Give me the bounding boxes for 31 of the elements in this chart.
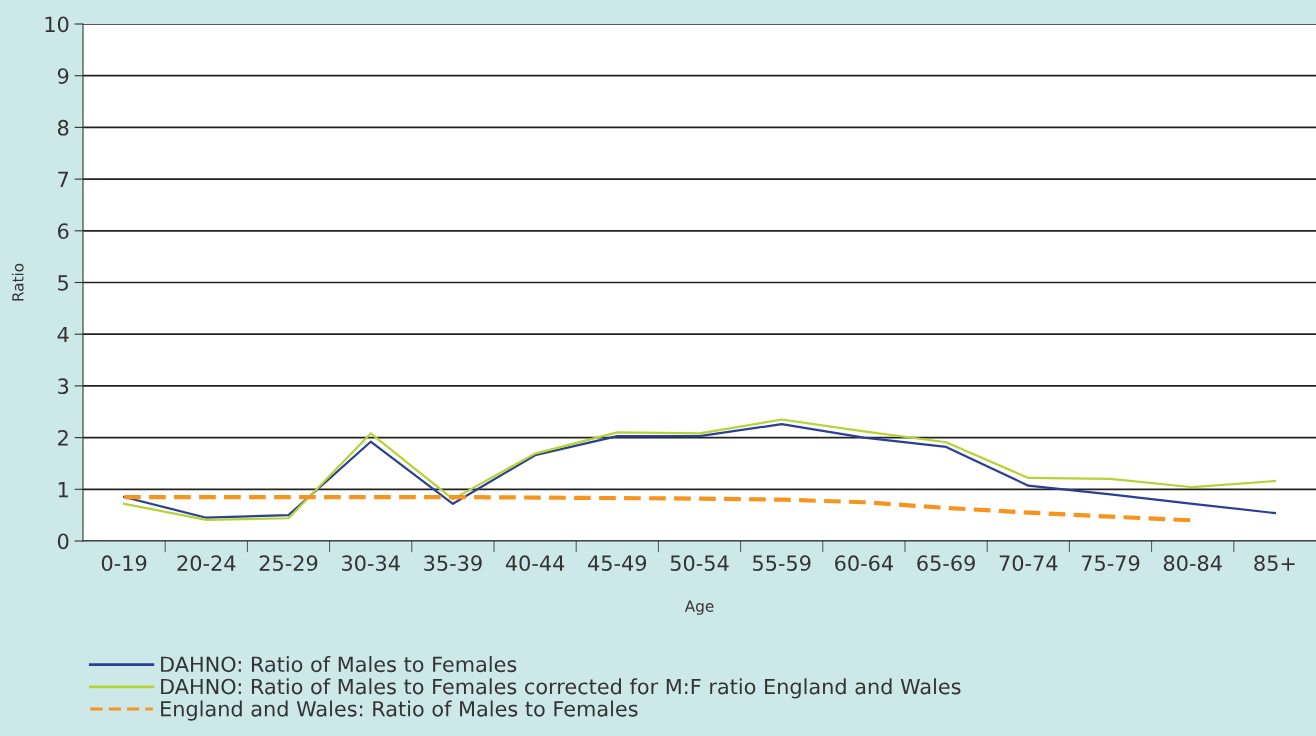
x-tick-label: 25-29 (259, 555, 318, 572)
y-tick-label: 2 (58, 430, 68, 446)
y-tick-label: 0 (57, 533, 69, 550)
y-tick-label: 7 (58, 171, 69, 188)
x-tick-label: 65-69 (917, 555, 975, 572)
x-tick-label: 20-24 (177, 555, 236, 572)
y-axis-title: Ratio (11, 263, 24, 301)
y-tick-label: 4 (57, 326, 69, 343)
x-tick-label: 0-19 (101, 555, 147, 572)
y-tick-label: 8 (57, 119, 69, 136)
legend-label: DAHNO: Ratio of Males to Females corrected for M:F ratio England and Wales (161, 678, 961, 699)
x-tick-label: 70-74 (999, 555, 1058, 572)
x-tick-label: 60-64 (835, 555, 893, 572)
y-tick-label: 6 (58, 223, 69, 240)
y-tick-label: 1 (58, 482, 68, 498)
legend-label: DAHNO: Ratio of Males to Females (161, 656, 517, 673)
legend-label: England and Wales: Ratio of Males to Females (161, 700, 638, 721)
x-tick-label: 45-49 (588, 555, 647, 572)
x-tick-label: 35-39 (424, 555, 482, 572)
y-tick-label: 9 (57, 68, 69, 84)
x-tick-label: 55-59 (753, 555, 811, 572)
x-tick-label: 30-34 (342, 555, 400, 572)
y-tick-label: 5 (58, 275, 68, 291)
y-tick-label: 10 (45, 16, 69, 33)
x-tick-label: 85+ (1254, 555, 1295, 572)
x-tick-label: 40-44 (505, 555, 565, 572)
x-axis-title: Age (684, 600, 714, 615)
y-tick-label: 3 (58, 378, 69, 395)
x-tick-label: 50-54 (670, 555, 729, 572)
x-tick-label: 75-79 (1081, 555, 1140, 572)
x-tick-label: 80-84 (1163, 555, 1222, 572)
